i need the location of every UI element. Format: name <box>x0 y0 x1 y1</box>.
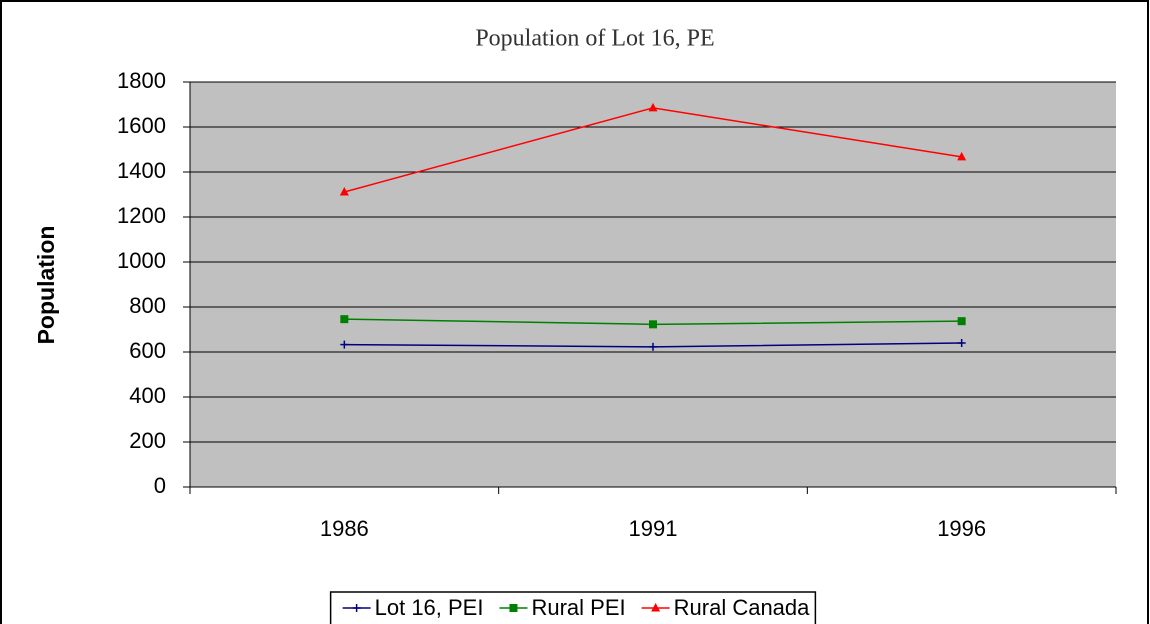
legend-label: Rural PEI <box>531 595 625 620</box>
chart-title: Population of Lot 16, PE <box>475 26 714 52</box>
y-tick-label: 400 <box>129 383 166 408</box>
legend-item: Rural PEI <box>499 595 626 620</box>
marker <box>651 603 661 612</box>
y-tick-label: 1200 <box>117 203 166 228</box>
marker <box>340 315 349 324</box>
marker <box>352 604 361 612</box>
legend-box <box>329 591 817 624</box>
y-tick-label: 800 <box>129 293 166 318</box>
marker <box>509 604 518 612</box>
legend-label: Rural Canada <box>674 595 811 620</box>
legend-label: Lot 16, PEI <box>375 595 484 620</box>
x-tick-label: 1991 <box>629 516 678 541</box>
y-tick-label: 600 <box>129 338 166 363</box>
marker <box>957 317 966 326</box>
y-axis-label: Population <box>33 226 59 345</box>
plot-area <box>190 82 1116 487</box>
marker <box>957 151 967 161</box>
marker <box>957 339 966 347</box>
x-tick-label: 1996 <box>937 516 986 541</box>
legend-item: Lot 16, PEI <box>342 595 484 620</box>
y-tick-label: 1400 <box>117 158 166 183</box>
y-tick-label: 1800 <box>117 68 166 93</box>
y-tick-label: 1000 <box>117 248 166 273</box>
marker <box>648 102 658 112</box>
marker <box>339 187 349 196</box>
marker <box>649 320 657 329</box>
x-tick-label: 1986 <box>320 516 369 541</box>
legend: Lot 16, PEI Rural PEI Rural Canada <box>329 591 817 624</box>
y-tick-label: 0 <box>154 473 166 498</box>
y-tick-label: 1600 <box>117 113 166 138</box>
marker <box>649 342 657 351</box>
marker <box>340 340 349 349</box>
y-tick-label: 200 <box>129 428 166 453</box>
legend-item: Rural Canada <box>641 595 811 620</box>
